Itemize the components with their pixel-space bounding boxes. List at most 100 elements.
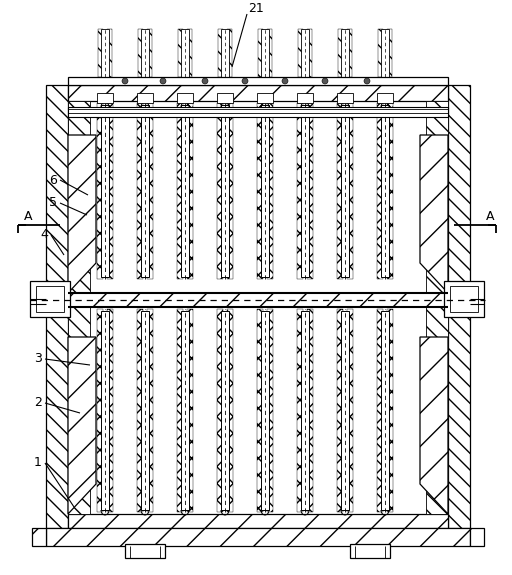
Bar	[68, 307, 90, 514]
Circle shape	[282, 78, 288, 84]
Bar	[218, 29, 223, 77]
Bar	[107, 29, 112, 77]
Bar	[307, 309, 313, 512]
Bar	[177, 103, 183, 279]
Bar	[32, 528, 46, 546]
Bar	[227, 309, 233, 512]
Bar	[381, 105, 389, 277]
Bar	[46, 528, 470, 546]
Bar	[338, 29, 343, 77]
Bar	[444, 281, 484, 317]
Bar	[68, 107, 448, 117]
Bar	[181, 311, 189, 510]
Bar	[257, 103, 263, 279]
Bar	[97, 103, 103, 279]
Bar	[68, 293, 448, 307]
Bar	[177, 309, 183, 512]
Bar	[141, 105, 149, 277]
Bar	[267, 309, 273, 512]
Bar	[341, 311, 349, 510]
Bar	[347, 309, 353, 512]
Text: 21: 21	[248, 2, 264, 16]
Bar	[377, 93, 393, 103]
Bar	[227, 103, 233, 279]
Bar	[137, 103, 143, 279]
Bar	[221, 29, 229, 77]
Bar	[261, 311, 269, 510]
Circle shape	[122, 78, 128, 84]
Circle shape	[242, 78, 248, 84]
Bar	[258, 29, 263, 77]
Bar	[68, 514, 448, 528]
Bar	[426, 101, 448, 293]
Bar	[217, 309, 223, 512]
Bar	[221, 311, 229, 510]
Bar	[337, 309, 343, 512]
Polygon shape	[68, 135, 96, 293]
Bar	[301, 105, 309, 277]
Polygon shape	[68, 337, 96, 514]
Bar	[138, 29, 143, 77]
Bar	[298, 29, 303, 77]
Bar	[137, 309, 143, 512]
Bar	[221, 105, 229, 277]
Bar	[378, 29, 383, 77]
Bar	[307, 29, 312, 77]
Bar	[68, 77, 448, 85]
Circle shape	[160, 78, 166, 84]
Bar	[107, 309, 113, 512]
Bar	[377, 309, 383, 512]
Bar	[97, 93, 113, 103]
Text: 2: 2	[34, 397, 42, 409]
Text: A: A	[486, 210, 494, 224]
Bar	[36, 286, 64, 312]
Bar	[261, 29, 269, 77]
Bar	[387, 29, 392, 77]
Bar	[297, 93, 313, 103]
Bar	[448, 85, 470, 528]
Bar	[450, 286, 478, 312]
Bar	[147, 309, 153, 512]
Bar	[46, 85, 68, 528]
Circle shape	[202, 78, 208, 84]
Bar	[217, 93, 233, 103]
Bar	[257, 309, 263, 512]
Bar	[267, 29, 272, 77]
Bar	[177, 93, 193, 103]
Bar	[101, 29, 109, 77]
Bar	[187, 29, 192, 77]
Text: 6: 6	[49, 174, 57, 186]
Bar	[307, 103, 313, 279]
Bar	[350, 544, 390, 558]
Circle shape	[322, 78, 328, 84]
Bar	[101, 105, 109, 277]
Bar	[470, 528, 484, 546]
Bar	[217, 103, 223, 279]
Polygon shape	[420, 135, 448, 293]
Bar	[347, 103, 353, 279]
Bar	[301, 29, 309, 77]
Bar	[68, 85, 448, 101]
Bar	[97, 309, 103, 512]
Bar	[30, 281, 70, 317]
Bar	[227, 29, 232, 77]
Text: 3: 3	[34, 352, 42, 366]
Circle shape	[364, 78, 370, 84]
Bar	[181, 105, 189, 277]
Bar	[257, 93, 273, 103]
Bar	[261, 105, 269, 277]
Bar	[341, 105, 349, 277]
Bar	[301, 311, 309, 510]
Bar	[141, 311, 149, 510]
Bar	[187, 309, 193, 512]
Bar	[141, 29, 149, 77]
Bar	[381, 29, 389, 77]
Bar	[341, 29, 349, 77]
Bar	[426, 307, 448, 514]
Bar	[178, 29, 183, 77]
Bar	[381, 311, 389, 510]
Bar	[337, 103, 343, 279]
Polygon shape	[420, 337, 448, 514]
Bar	[68, 101, 90, 293]
Bar	[297, 103, 303, 279]
